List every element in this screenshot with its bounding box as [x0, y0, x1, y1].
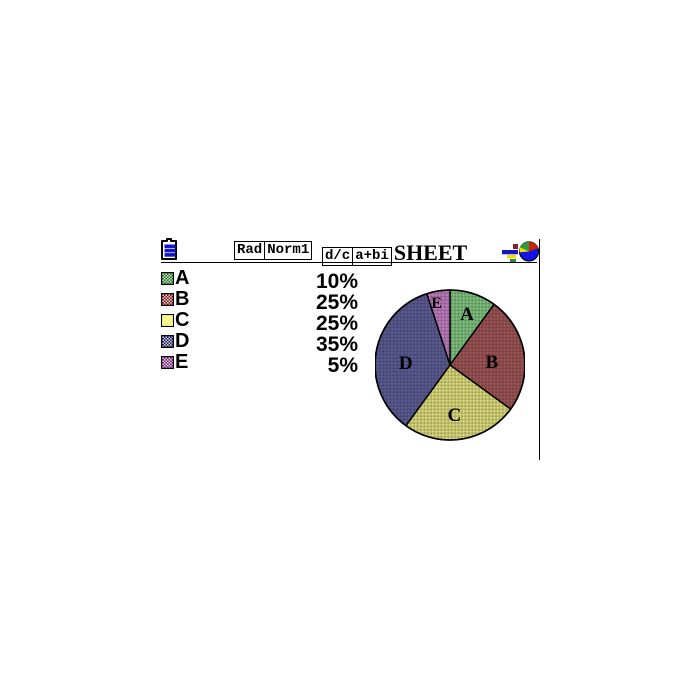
- svg-text:D: D: [399, 353, 413, 374]
- svg-text:C: C: [447, 405, 461, 426]
- svg-text:B: B: [485, 352, 498, 373]
- svg-text:A: A: [460, 304, 474, 325]
- svg-text:E: E: [431, 295, 442, 312]
